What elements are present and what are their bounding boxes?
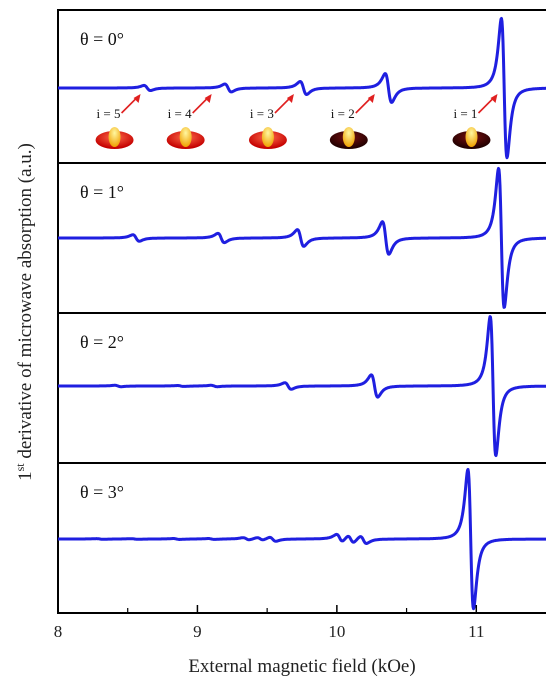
panel-label-3: θ = 3° [80, 482, 124, 502]
mode-inset-peak-2 [261, 127, 274, 147]
mode-label-0: i = 5 [97, 106, 121, 121]
spectrum-line-3 [58, 467, 546, 611]
x-axis-group: 8 9 10 11 [54, 605, 484, 641]
y-axis-title: 1st derivative of microwave absorption (… [13, 143, 36, 481]
panel-label-1: θ = 1° [80, 182, 124, 202]
panel-label-0: θ = 0° [80, 29, 124, 49]
x-tick-label-3: 11 [468, 622, 484, 641]
x-tick-label-0: 8 [54, 622, 63, 641]
panels-group [57, 9, 546, 614]
spectrum-line-1 [58, 166, 546, 309]
x-tick-label-1: 9 [193, 622, 202, 641]
panel-labels-group: θ = 0° θ = 1° θ = 2° θ = 3° [80, 29, 124, 502]
mode-inset-peak-4 [465, 127, 478, 147]
y-axis-title-rest: derivative of microwave absorption (a.u.… [15, 143, 36, 463]
x-tick-label-2: 10 [328, 622, 345, 641]
mode-insets-group: i = 5 i = 4 i = 3 i = 2 i = 1 [95, 94, 498, 149]
mode-arrowhead-4 [490, 94, 498, 103]
mode-label-1: i = 4 [168, 106, 192, 121]
mode-inset-peak-0 [108, 127, 121, 147]
x-axis-title: External magnetic field (kOe) [188, 656, 415, 677]
y-axis-title-main: 1 [15, 471, 36, 481]
spectrum-line-2 [58, 315, 546, 457]
mode-inset-peak-1 [179, 127, 192, 147]
y-axis-title-superscript: st [13, 463, 27, 472]
spectrum-line-0 [58, 17, 546, 160]
mode-label-2: i = 3 [250, 106, 274, 121]
mode-label-4: i = 1 [453, 106, 477, 121]
mode-arrowhead-2 [286, 94, 294, 103]
mode-arrowhead-3 [367, 94, 375, 103]
spectra-group [58, 17, 546, 611]
mode-inset-peak-3 [342, 127, 355, 147]
mode-label-3: i = 2 [331, 106, 355, 121]
mode-arrowhead-0 [133, 94, 141, 103]
mode-arrowhead-1 [204, 94, 212, 103]
panel-label-2: θ = 2° [80, 332, 124, 352]
